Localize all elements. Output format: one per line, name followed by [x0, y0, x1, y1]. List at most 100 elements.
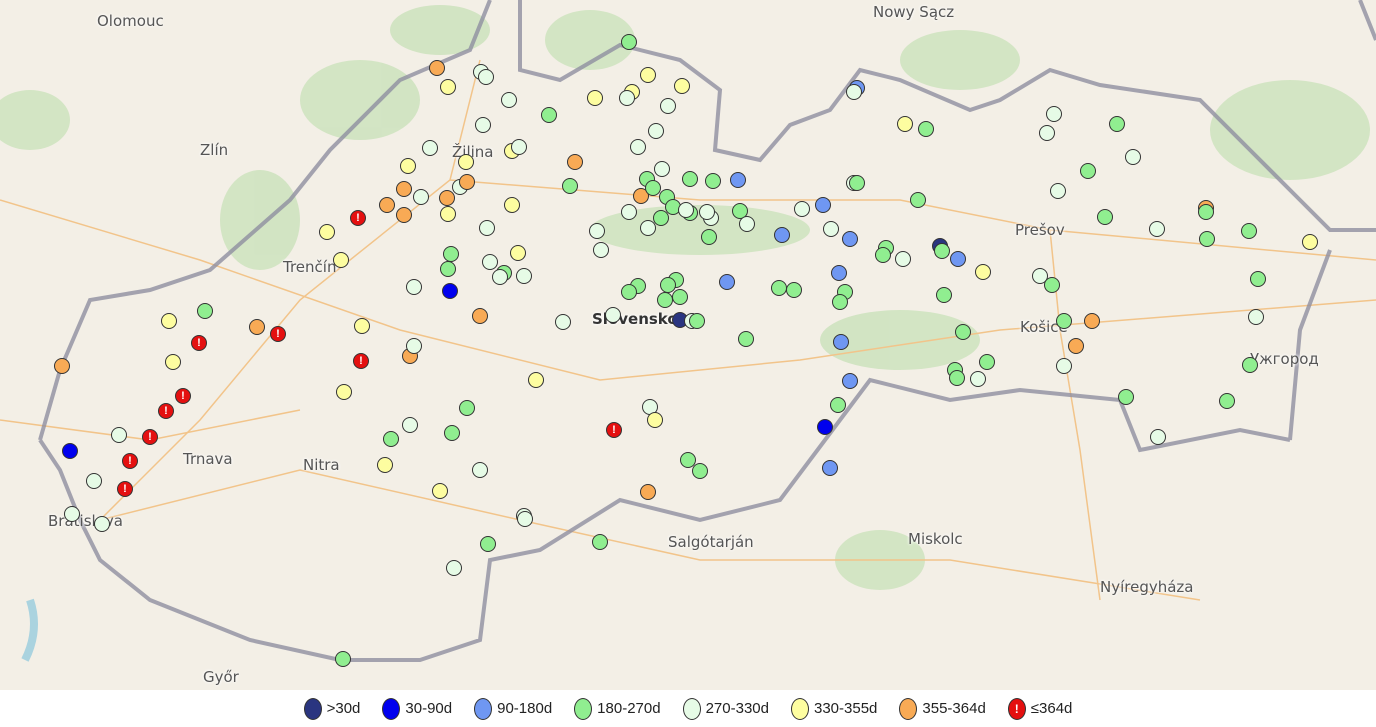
station-marker[interactable] [1044, 277, 1060, 293]
station-marker[interactable] [1084, 313, 1100, 329]
station-marker[interactable] [446, 560, 462, 576]
station-marker[interactable] [439, 190, 455, 206]
station-marker[interactable] [482, 254, 498, 270]
station-marker[interactable] [458, 154, 474, 170]
station-marker[interactable] [567, 154, 583, 170]
station-marker[interactable] [621, 284, 637, 300]
station-marker[interactable] [1039, 125, 1055, 141]
station-marker[interactable] [1109, 116, 1125, 132]
station-marker[interactable] [699, 204, 715, 220]
station-marker[interactable] [589, 223, 605, 239]
station-marker[interactable] [442, 283, 458, 299]
station-marker[interactable] [771, 280, 787, 296]
station-marker[interactable] [541, 107, 557, 123]
station-marker[interactable] [633, 188, 649, 204]
station-marker[interactable] [587, 90, 603, 106]
station-marker[interactable] [1150, 429, 1166, 445]
station-marker[interactable] [830, 397, 846, 413]
station-marker[interactable] [897, 116, 913, 132]
station-marker[interactable] [86, 473, 102, 489]
station-marker[interactable] [413, 189, 429, 205]
station-marker[interactable] [846, 84, 862, 100]
station-marker[interactable] [501, 92, 517, 108]
station-marker[interactable] [443, 246, 459, 262]
station-marker[interactable] [1056, 358, 1072, 374]
station-marker[interactable] [319, 224, 335, 240]
station-marker[interactable] [955, 324, 971, 340]
station-marker[interactable] [165, 354, 181, 370]
station-marker[interactable] [479, 220, 495, 236]
station-marker[interactable] [333, 252, 349, 268]
station-marker[interactable] [1068, 338, 1084, 354]
station-marker[interactable] [705, 173, 721, 189]
station-marker[interactable] [400, 158, 416, 174]
station-marker[interactable] [62, 443, 78, 459]
station-marker[interactable] [875, 247, 891, 263]
station-marker[interactable] [936, 287, 952, 303]
station-marker[interactable] [648, 123, 664, 139]
station-marker[interactable] [831, 265, 847, 281]
station-marker-alert[interactable]: ! [191, 335, 207, 351]
station-marker[interactable] [1241, 223, 1257, 239]
station-marker[interactable] [1032, 268, 1048, 284]
station-marker[interactable] [406, 279, 422, 295]
station-marker[interactable] [794, 201, 810, 217]
station-marker[interactable] [975, 264, 991, 280]
station-marker[interactable] [1125, 149, 1141, 165]
station-marker[interactable] [1302, 234, 1318, 250]
station-marker[interactable] [511, 139, 527, 155]
station-marker-alert[interactable]: ! [606, 422, 622, 438]
station-marker-alert[interactable]: ! [142, 429, 158, 445]
station-marker[interactable] [354, 318, 370, 334]
station-marker[interactable] [1046, 106, 1062, 122]
station-marker[interactable] [440, 206, 456, 222]
station-marker[interactable] [815, 197, 831, 213]
station-marker[interactable] [406, 338, 422, 354]
station-marker[interactable] [950, 251, 966, 267]
station-marker[interactable] [1050, 183, 1066, 199]
station-marker[interactable] [111, 427, 127, 443]
station-marker[interactable] [54, 358, 70, 374]
station-marker[interactable] [1198, 204, 1214, 220]
station-marker[interactable] [1242, 357, 1258, 373]
station-marker[interactable] [640, 67, 656, 83]
station-marker[interactable] [817, 419, 833, 435]
station-marker[interactable] [645, 180, 661, 196]
station-marker[interactable] [786, 282, 802, 298]
station-marker-alert[interactable]: ! [117, 481, 133, 497]
station-marker[interactable] [640, 484, 656, 500]
station-marker[interactable] [692, 463, 708, 479]
station-marker[interactable] [459, 174, 475, 190]
station-marker[interactable] [842, 373, 858, 389]
station-marker[interactable] [910, 192, 926, 208]
station-marker[interactable] [849, 175, 865, 191]
station-marker[interactable] [475, 117, 491, 133]
station-marker[interactable] [1199, 231, 1215, 247]
station-marker-alert[interactable]: ! [270, 326, 286, 342]
station-marker[interactable] [64, 506, 80, 522]
station-marker[interactable] [555, 314, 571, 330]
station-marker-alert[interactable]: ! [175, 388, 191, 404]
station-marker[interactable] [640, 220, 656, 236]
station-marker[interactable] [833, 334, 849, 350]
station-marker[interactable] [197, 303, 213, 319]
station-marker[interactable] [730, 172, 746, 188]
station-marker[interactable] [674, 78, 690, 94]
station-marker[interactable] [832, 294, 848, 310]
station-marker[interactable] [444, 425, 460, 441]
station-marker[interactable] [682, 171, 698, 187]
station-marker[interactable] [621, 204, 637, 220]
station-marker[interactable] [249, 319, 265, 335]
station-marker[interactable] [842, 231, 858, 247]
station-marker[interactable] [516, 268, 532, 284]
station-marker[interactable] [678, 202, 694, 218]
station-marker[interactable] [492, 269, 508, 285]
station-marker[interactable] [621, 34, 637, 50]
station-marker[interactable] [934, 243, 950, 259]
station-marker[interactable] [605, 307, 621, 323]
station-marker[interactable] [1219, 393, 1235, 409]
station-marker[interactable] [336, 384, 352, 400]
station-marker[interactable] [440, 79, 456, 95]
station-marker[interactable] [517, 511, 533, 527]
station-marker[interactable] [562, 178, 578, 194]
